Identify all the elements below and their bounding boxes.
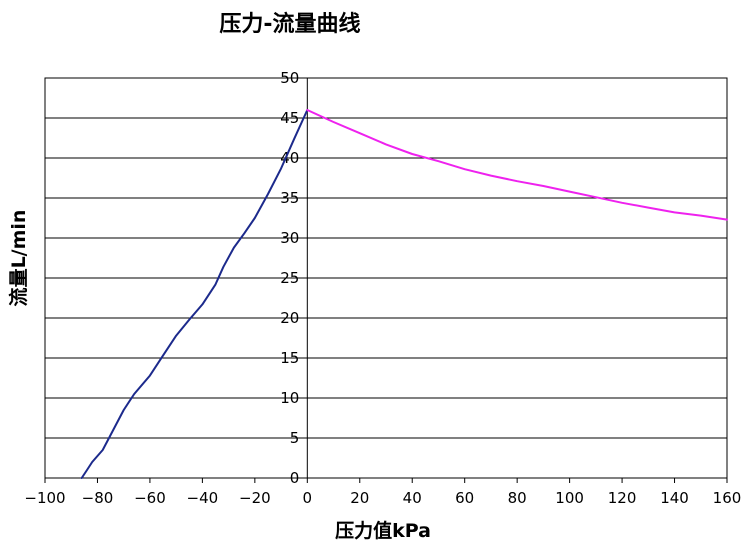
x-axis-label: 压力值kPa — [335, 519, 431, 542]
y-tick-label: 20 — [280, 309, 299, 327]
y-tick-label: 15 — [280, 349, 299, 367]
x-tick-label: 40 — [403, 489, 422, 507]
x-tick-label: 120 — [608, 489, 637, 507]
y-tick-labels: 0 5 10 15 20 25 30 35 40 45 50 — [280, 69, 299, 487]
gridlines — [45, 77, 727, 479]
x-tick-label: 80 — [508, 489, 527, 507]
x-tick-label: −100 — [24, 489, 65, 507]
x-tick-label: 0 — [303, 489, 313, 507]
x-tick-label: −40 — [187, 489, 219, 507]
y-tick-label: 45 — [280, 109, 299, 127]
x-tick-label: 20 — [350, 489, 369, 507]
x-tick-label: 160 — [713, 489, 742, 507]
y-tick-label: 25 — [280, 269, 299, 287]
y-tick-label: 30 — [280, 229, 299, 247]
y-tick-label: 50 — [280, 69, 299, 87]
y-tick-label: 40 — [280, 149, 299, 167]
y-tick-label: 35 — [280, 189, 299, 207]
x-tick-label: −60 — [134, 489, 166, 507]
y-tick-label: 10 — [280, 389, 299, 407]
chart-title: 压力-流量曲线 — [219, 11, 360, 37]
x-tick-label: −80 — [82, 489, 114, 507]
series-lines — [80, 109, 728, 479]
x-tick-label: 100 — [555, 489, 584, 507]
plot-frame — [44, 77, 728, 479]
x-tick-label: 140 — [660, 489, 689, 507]
series-line-1 — [80, 109, 309, 479]
y-tick-label: 0 — [290, 469, 300, 487]
x-tick-label: −20 — [239, 489, 271, 507]
series-line-2 — [306, 109, 728, 221]
x-tick-label: 60 — [455, 489, 474, 507]
y-axis-label: 流量L/min — [7, 210, 30, 307]
x-tick-labels: −100 −80 −60 −40 −20 0 20 40 60 80 100 120 140 160 — [24, 478, 741, 507]
y-tick-label: 5 — [290, 429, 300, 447]
y-axis — [302, 77, 308, 479]
